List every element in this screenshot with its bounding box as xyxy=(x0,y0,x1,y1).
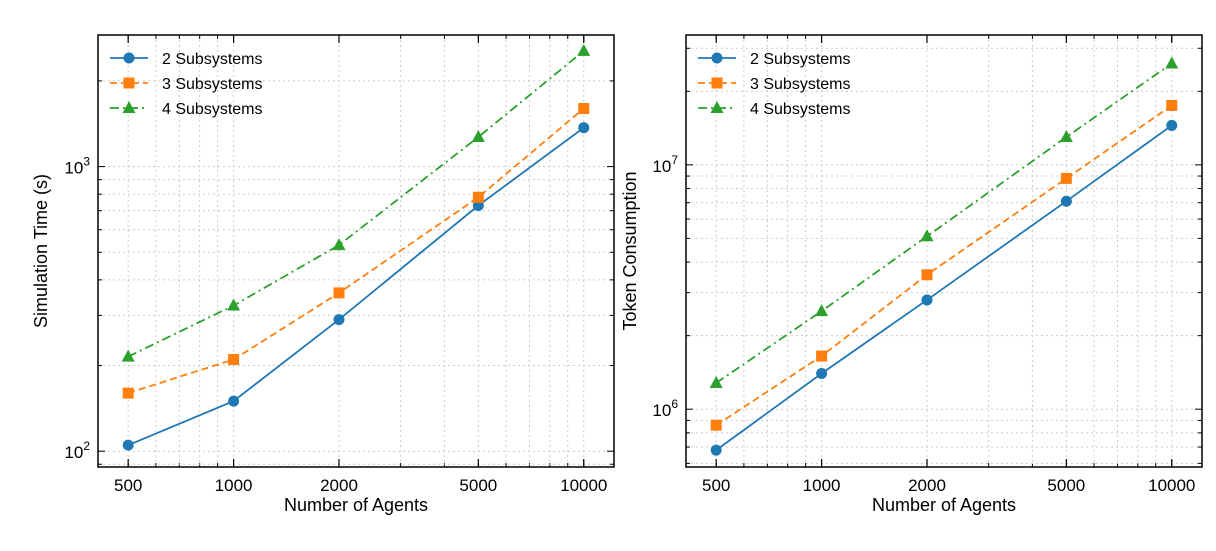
y-tick-label: 107 xyxy=(652,153,678,176)
data-point xyxy=(228,395,240,407)
plot-frame xyxy=(685,34,1203,468)
y-axis-label: Simulation Time (s) xyxy=(31,174,51,328)
series-3-subsystems xyxy=(122,103,590,399)
legend-marker xyxy=(711,52,723,64)
y-tick-label: 103 xyxy=(64,155,90,178)
data-point xyxy=(710,444,722,456)
data-point xyxy=(816,350,828,362)
legend-label: 2 Subsystems xyxy=(750,51,850,68)
series-line xyxy=(127,126,585,446)
x-axis-label: Number of Agents xyxy=(872,495,1016,515)
x-tick-label: 10000 xyxy=(560,476,607,495)
data-point xyxy=(1166,119,1178,131)
legend-entry: 3 Subsystems xyxy=(110,76,262,93)
legend-marker xyxy=(123,52,135,64)
chart-token-consumption: 500 1000 2000 5000 10000 106 107 Number of Agen… xyxy=(620,34,1203,515)
y-tick-label: 102 xyxy=(64,439,90,462)
data-point xyxy=(471,130,485,143)
data-point xyxy=(332,238,346,251)
legend-marker xyxy=(122,101,136,113)
series-2-subsystems xyxy=(710,119,1178,456)
x-tick-label: 1000 xyxy=(803,476,841,495)
data-point xyxy=(816,367,828,379)
legend-marker xyxy=(123,77,135,89)
x-tick-label: 500 xyxy=(114,476,142,495)
x-tick-label: 10000 xyxy=(1148,476,1195,495)
legend-marker xyxy=(711,77,723,89)
legend-label: 3 Subsystems xyxy=(162,76,262,93)
data-point xyxy=(333,287,345,299)
data-point xyxy=(921,269,933,281)
series-line xyxy=(715,62,1173,384)
legend-entry: 4 Subsystems xyxy=(110,101,262,118)
legend-entry: 2 Subsystems xyxy=(110,51,262,68)
data-point xyxy=(1060,172,1072,184)
x-tick-label: 2000 xyxy=(320,476,358,495)
data-point xyxy=(122,439,134,451)
legend-label: 3 Subsystems xyxy=(750,76,850,93)
data-point xyxy=(228,353,240,365)
series-4-subsystems xyxy=(121,43,591,362)
x-tick-label: 5000 xyxy=(459,476,497,495)
data-point xyxy=(227,298,241,311)
x-tick-label: 500 xyxy=(702,476,730,495)
series-3-subsystems xyxy=(710,99,1178,431)
series-line xyxy=(715,124,1173,451)
data-point xyxy=(578,122,590,134)
data-point xyxy=(709,376,723,389)
data-point xyxy=(921,294,933,306)
series-line xyxy=(715,104,1173,426)
legend-entry: 4 Subsystems xyxy=(698,101,850,118)
legend-entry: 2 Subsystems xyxy=(698,51,850,68)
data-point xyxy=(1060,195,1072,207)
x-tick-label: 2000 xyxy=(908,476,946,495)
series-2-subsystems xyxy=(122,122,590,451)
data-point xyxy=(121,349,135,362)
y-tick-label: 106 xyxy=(652,397,678,420)
series-line xyxy=(127,107,585,394)
data-point xyxy=(577,43,591,56)
data-point xyxy=(815,304,829,317)
plot-frame xyxy=(97,34,615,468)
x-axis-label: Number of Agents xyxy=(284,495,428,515)
data-point xyxy=(1165,56,1179,69)
data-point xyxy=(1166,99,1178,111)
x-tick-label: 5000 xyxy=(1047,476,1085,495)
series-line xyxy=(127,50,585,358)
x-tick-label: 1000 xyxy=(215,476,253,495)
legend-label: 4 Subsystems xyxy=(162,101,262,118)
legend-marker xyxy=(710,101,724,113)
data-point xyxy=(122,387,134,399)
chart-simulation-time: 500 1000 2000 5000 10000 102 103 Number of Agen… xyxy=(31,34,615,515)
legend-entry: 3 Subsystems xyxy=(698,76,850,93)
data-point xyxy=(578,103,590,115)
legend-label: 2 Subsystems xyxy=(162,51,262,68)
data-point xyxy=(920,229,934,242)
data-point xyxy=(1059,130,1073,143)
data-point xyxy=(333,314,345,326)
data-point xyxy=(472,191,484,203)
series-4-subsystems xyxy=(709,56,1179,389)
data-point xyxy=(710,419,722,431)
legend-label: 4 Subsystems xyxy=(750,101,850,118)
y-axis-label: Token Consumption xyxy=(620,171,640,330)
